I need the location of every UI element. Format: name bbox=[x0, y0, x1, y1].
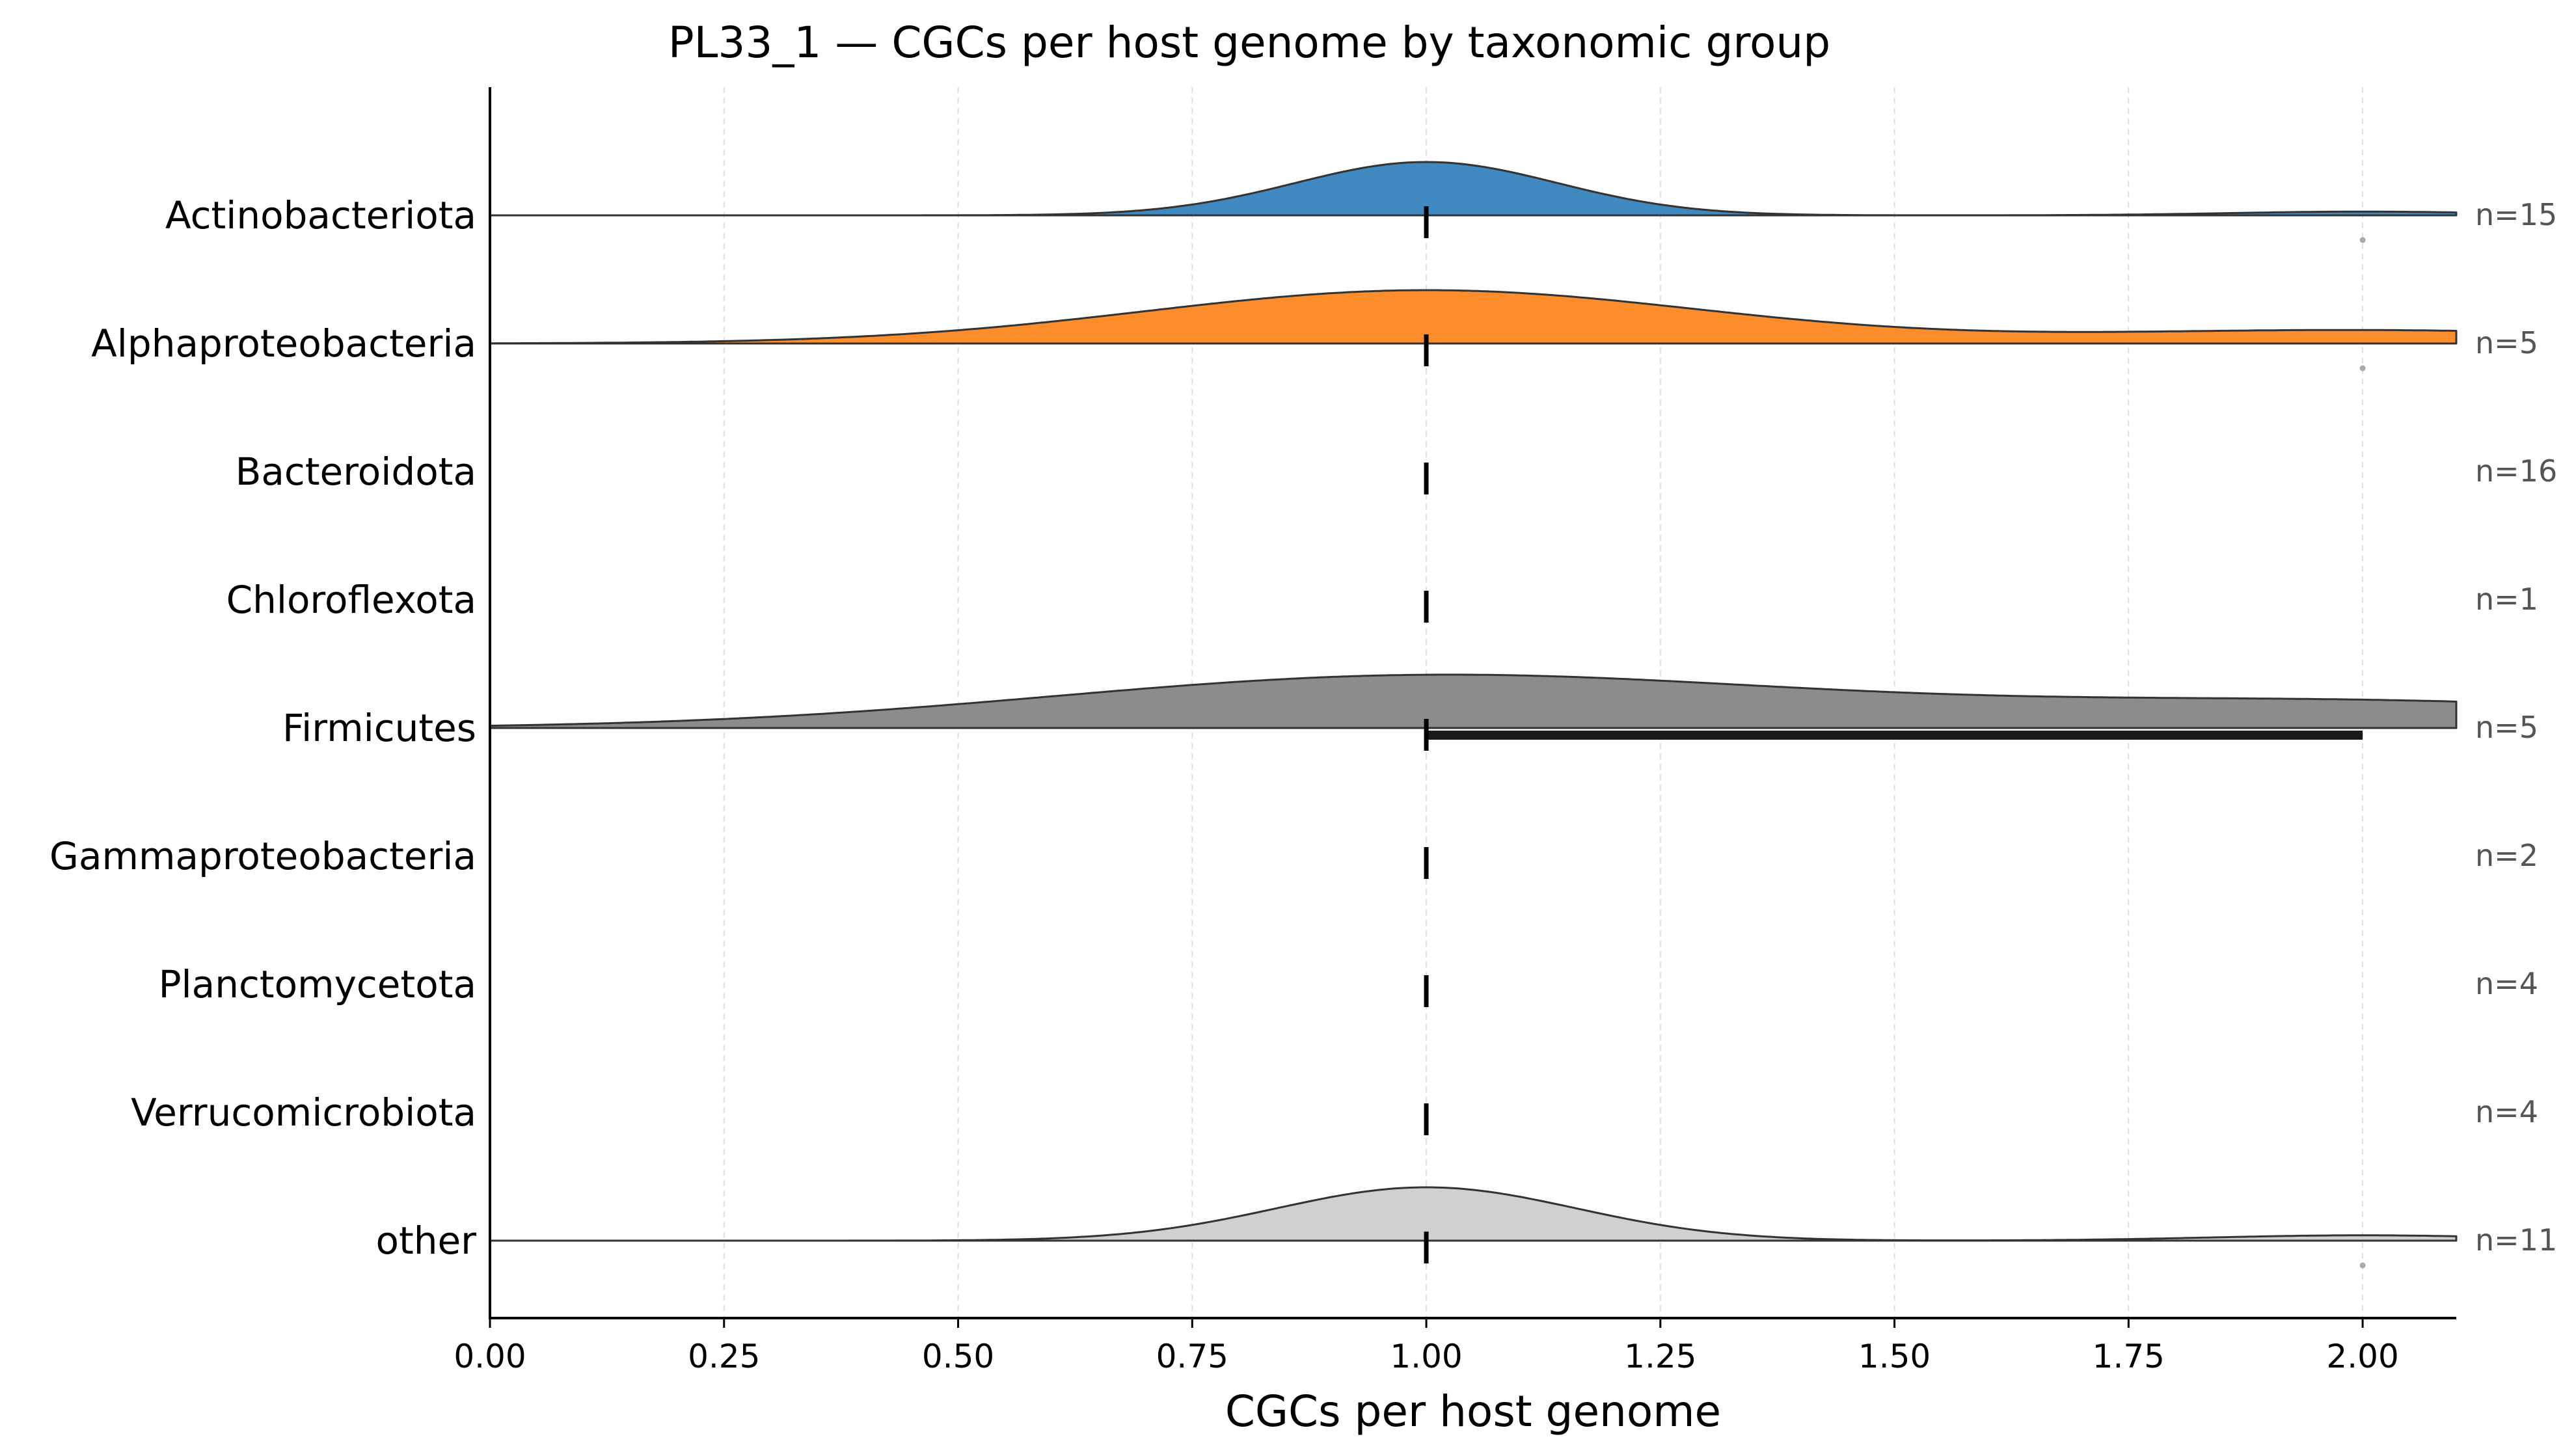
x-axis-label: CGCs per host genome bbox=[1225, 1386, 1721, 1436]
x-tick-label-8: 2.00 bbox=[2326, 1338, 2398, 1375]
iqr-bar-firmicutes bbox=[1426, 731, 2363, 740]
x-tick-label-6: 1.50 bbox=[1858, 1338, 1931, 1375]
count-labels: n=15 n=5 n=16 n=1 n=5 n=2 n=4 n=4 n=11 bbox=[2475, 197, 2557, 1258]
n-label-bacteroidota: n=16 bbox=[2475, 453, 2557, 489]
ridge-firmicutes bbox=[489, 673, 2458, 729]
x-ticks: 0.00 0.25 0.50 0.75 1.00 1.25 1.50 1.75 2.00 bbox=[454, 1318, 2399, 1375]
x-tick-label-5: 1.25 bbox=[1624, 1338, 1696, 1375]
x-tick-label-2: 0.50 bbox=[922, 1338, 994, 1375]
n-label-planctomycetota: n=4 bbox=[2475, 966, 2538, 1001]
x-tick-label-1: 0.25 bbox=[688, 1338, 760, 1375]
category-label-other: other bbox=[375, 1219, 476, 1263]
category-label-actinobacteriota: Actinobacteriota bbox=[165, 193, 476, 237]
x-tick-label-0: 0.00 bbox=[454, 1338, 526, 1375]
ridges bbox=[489, 161, 2458, 1242]
n-label-gammaproteobacteria: n=2 bbox=[2475, 838, 2538, 873]
category-label-gammaproteobacteria: Gammaproteobacteria bbox=[49, 834, 476, 878]
n-label-verrucomicrobiota: n=4 bbox=[2475, 1094, 2538, 1129]
n-label-chloroflexota: n=1 bbox=[2475, 582, 2538, 617]
category-label-verrucomicrobiota: Verrucomicrobiota bbox=[131, 1090, 476, 1135]
n-label-other: n=11 bbox=[2475, 1222, 2557, 1258]
category-label-firmicutes: Firmicutes bbox=[282, 706, 476, 750]
category-label-chloroflexota: Chloroflexota bbox=[226, 578, 476, 622]
outlier-point-other-0 bbox=[2359, 1262, 2366, 1269]
x-tick-label-7: 1.75 bbox=[2093, 1338, 2165, 1375]
n-label-alphaproteobacteria: n=5 bbox=[2475, 325, 2538, 360]
outlier-point-actinobacteriota-0 bbox=[2359, 237, 2366, 243]
category-label-alphaproteobacteria: Alphaproteobacteria bbox=[91, 321, 476, 366]
x-tick-label-4: 1.00 bbox=[1390, 1338, 1462, 1375]
category-labels: Actinobacteriota Alphaproteobacteria Bacte… bbox=[49, 193, 476, 1263]
chart-title: PL33_1 — CGCs per host genome by taxonom… bbox=[668, 18, 1830, 68]
ridge-alphaproteobacteria bbox=[489, 289, 2458, 345]
category-label-planctomycetota: Planctomycetota bbox=[159, 962, 476, 1006]
summary-markers bbox=[1424, 206, 2366, 1269]
outlier-point-alphaproteobacteria-0 bbox=[2359, 365, 2366, 371]
x-tick-label-3: 0.75 bbox=[1156, 1338, 1228, 1375]
ridge-actinobacteriota bbox=[489, 161, 2458, 217]
ridge-other bbox=[489, 1186, 2458, 1242]
n-label-firmicutes: n=5 bbox=[2475, 710, 2538, 745]
category-label-bacteroidota: Bacteroidota bbox=[236, 450, 476, 494]
n-label-actinobacteriota: n=15 bbox=[2475, 197, 2557, 232]
